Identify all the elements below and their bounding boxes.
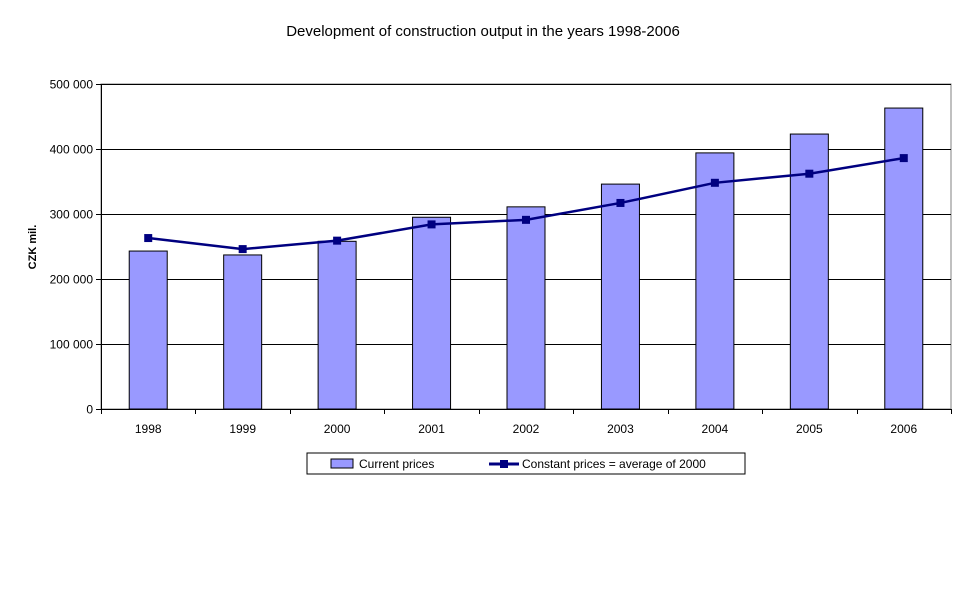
- x-tick-label: 2002: [513, 422, 540, 436]
- x-tick-label: 1998: [135, 422, 162, 436]
- bar: [789, 133, 829, 410]
- y-tick-label: 100 000: [50, 338, 94, 352]
- bar: [412, 216, 452, 410]
- line-marker: [899, 154, 908, 163]
- line-marker: [144, 234, 153, 243]
- line-series: [144, 154, 908, 254]
- x-tick-label: 1999: [229, 422, 256, 436]
- y-tick-label: 0: [86, 403, 93, 417]
- line-marker: [805, 169, 814, 178]
- y-tick-label: 300 000: [50, 208, 94, 222]
- line-marker: [710, 178, 719, 187]
- bar-series: [128, 107, 924, 410]
- x-tick-label: 2005: [796, 422, 823, 436]
- x-tick-label: 2006: [890, 422, 917, 436]
- y-axis-label: CZK mil.: [27, 225, 39, 270]
- bar: [600, 183, 640, 410]
- axes: 0 100 000 200 000 300 000 400 000 500 000 1998…: [50, 78, 952, 436]
- y-tick-label: 500 000: [50, 78, 94, 92]
- chart-title: Development of construction output in th…: [286, 23, 680, 40]
- legend-swatch-current-prices: [330, 458, 354, 469]
- y-tick-label: 200 000: [50, 273, 94, 287]
- x-tick-label: 2000: [324, 422, 351, 436]
- legend-label-current-prices: Current prices: [359, 457, 434, 471]
- legend-box: [306, 452, 746, 475]
- bar: [695, 152, 735, 410]
- bar: [317, 240, 357, 410]
- line-marker: [238, 245, 247, 254]
- legend-marker-constant-prices: [500, 460, 508, 468]
- line-marker: [522, 215, 530, 224]
- line-marker: [333, 236, 342, 245]
- legend-label-constant-prices: Constant prices = average of 2000: [522, 457, 706, 471]
- x-tick-label: 2001: [418, 422, 445, 436]
- bar: [884, 107, 924, 410]
- bar: [223, 254, 263, 410]
- legend: Current prices Constant prices = average…: [306, 452, 746, 475]
- bar: [128, 250, 168, 410]
- line-marker: [616, 198, 625, 207]
- bar: [506, 206, 546, 410]
- line-marker: [427, 220, 436, 229]
- y-tick-label: 400 000: [50, 143, 94, 157]
- x-tick-label: 2004: [702, 422, 729, 436]
- x-tick-label: 2003: [607, 422, 634, 436]
